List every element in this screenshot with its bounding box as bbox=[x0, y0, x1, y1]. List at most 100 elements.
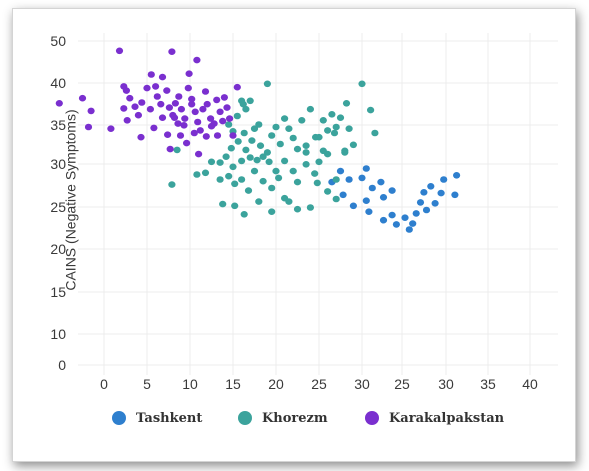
point-khorezm bbox=[268, 184, 276, 192]
point-karakalpakstan bbox=[207, 115, 215, 122]
y-tick-label: 40 bbox=[50, 75, 66, 91]
point-karakalpakstan bbox=[229, 132, 237, 139]
point-karakalpakstan bbox=[220, 94, 228, 101]
point-tashkent bbox=[420, 189, 428, 196]
y-axis-label: CAINS (Negative Symptoms) bbox=[63, 109, 79, 290]
point-khorezm bbox=[234, 138, 242, 145]
point-khorezm bbox=[311, 170, 319, 177]
point-khorezm bbox=[250, 167, 259, 175]
point-khorezm bbox=[293, 178, 302, 186]
point-khorezm bbox=[242, 105, 250, 113]
point-karakalpakstan bbox=[170, 114, 179, 121]
point-khorezm bbox=[312, 133, 320, 141]
point-karakalpakstan bbox=[107, 125, 115, 132]
point-khorezm bbox=[342, 100, 351, 107]
point-khorezm bbox=[285, 198, 293, 205]
x-axis-ticks: 0 5 10 15 20 25 30 25 30 35 40 bbox=[100, 376, 538, 392]
legend-item-tashkent: Tashkent bbox=[112, 406, 202, 430]
point-karakalpakstan bbox=[122, 87, 130, 94]
point-karakalpakstan bbox=[153, 93, 161, 100]
point-khorezm bbox=[240, 211, 248, 218]
point-tashkent bbox=[368, 184, 376, 192]
point-karakalpakstan bbox=[199, 105, 207, 113]
point-tashkent bbox=[345, 176, 353, 183]
point-khorezm bbox=[231, 202, 239, 210]
point-khorezm bbox=[222, 153, 230, 160]
x-tick-label: 30 bbox=[354, 376, 370, 392]
x-tick-label: 25 bbox=[394, 376, 410, 392]
point-khorezm bbox=[263, 80, 271, 88]
point-tashkent bbox=[362, 197, 370, 204]
point-tashkent bbox=[440, 176, 448, 183]
point-karakalpakstan bbox=[123, 117, 131, 124]
point-tashkent bbox=[388, 187, 396, 194]
point-khorezm bbox=[367, 106, 375, 114]
point-khorezm bbox=[268, 208, 276, 215]
point-khorezm bbox=[319, 117, 327, 124]
point-khorezm bbox=[248, 137, 256, 144]
legend-label: Tashkent bbox=[136, 410, 203, 426]
legend: Tashkent Khorezm Karakalpakstan bbox=[0, 406, 589, 430]
point-karakalpakstan bbox=[55, 100, 63, 107]
point-tashkent bbox=[451, 191, 459, 199]
point-tashkent bbox=[412, 210, 420, 217]
legend-item-karakalpakstan: Karakalpakstan bbox=[365, 406, 504, 430]
point-khorezm bbox=[306, 105, 314, 113]
point-karakalpakstan bbox=[115, 47, 124, 55]
point-khorezm bbox=[298, 117, 306, 124]
point-khorezm bbox=[256, 142, 265, 149]
point-tashkent bbox=[379, 216, 388, 224]
point-karakalpakstan bbox=[195, 150, 203, 158]
y-tick-label: 30 bbox=[50, 156, 66, 172]
point-khorezm bbox=[275, 174, 283, 182]
legend-marker bbox=[112, 411, 126, 425]
point-karakalpakstan bbox=[180, 122, 188, 129]
x-tick-label: 40 bbox=[522, 376, 538, 392]
point-khorezm bbox=[168, 181, 176, 188]
point-karakalpakstan bbox=[219, 117, 227, 125]
point-karakalpakstan bbox=[163, 87, 171, 94]
x-tick-label: 0 bbox=[100, 376, 108, 392]
point-tashkent bbox=[336, 167, 345, 175]
point-khorezm bbox=[293, 145, 302, 153]
chart-frame bbox=[12, 8, 576, 462]
point-khorezm bbox=[315, 158, 323, 166]
x-tick-label: 25 bbox=[311, 376, 327, 392]
legend-label: Karakalpakstan bbox=[389, 410, 505, 426]
point-karakalpakstan bbox=[158, 114, 167, 121]
point-karakalpakstan bbox=[193, 56, 201, 64]
point-karakalpakstan bbox=[188, 95, 196, 103]
point-khorezm bbox=[244, 187, 253, 194]
point-karakalpakstan bbox=[181, 115, 189, 122]
point-khorezm bbox=[302, 161, 310, 168]
point-khorezm bbox=[219, 200, 227, 208]
y-tick-label: 0 bbox=[58, 357, 66, 373]
legend-marker bbox=[238, 411, 252, 425]
point-karakalpakstan bbox=[78, 94, 87, 102]
point-tashkent bbox=[405, 226, 413, 233]
point-khorezm bbox=[302, 149, 310, 156]
point-tashkent bbox=[362, 165, 370, 172]
point-tashkent bbox=[401, 214, 409, 221]
point-khorezm bbox=[328, 111, 336, 118]
point-khorezm bbox=[276, 140, 284, 148]
point-khorezm bbox=[259, 153, 267, 160]
point-khorezm bbox=[231, 180, 239, 188]
point-khorezm bbox=[313, 179, 321, 187]
point-karakalpakstan bbox=[194, 118, 202, 126]
point-tashkent bbox=[377, 178, 385, 186]
y-tick-label: 35 bbox=[50, 117, 66, 133]
point-khorezm bbox=[281, 157, 289, 165]
x-tick-label: 15 bbox=[225, 376, 241, 392]
point-khorezm bbox=[336, 114, 345, 121]
point-karakalpakstan bbox=[171, 100, 179, 107]
point-karakalpakstan bbox=[188, 100, 196, 108]
point-tashkent bbox=[388, 211, 396, 219]
point-tashkent bbox=[379, 194, 388, 201]
point-karakalpakstan bbox=[137, 133, 145, 141]
legend-label: Khorezm bbox=[262, 410, 328, 426]
point-khorezm bbox=[332, 123, 340, 131]
point-khorezm bbox=[302, 142, 310, 149]
point-karakalpakstan bbox=[165, 104, 173, 111]
legend-item-khorezm: Khorezm bbox=[238, 406, 328, 430]
